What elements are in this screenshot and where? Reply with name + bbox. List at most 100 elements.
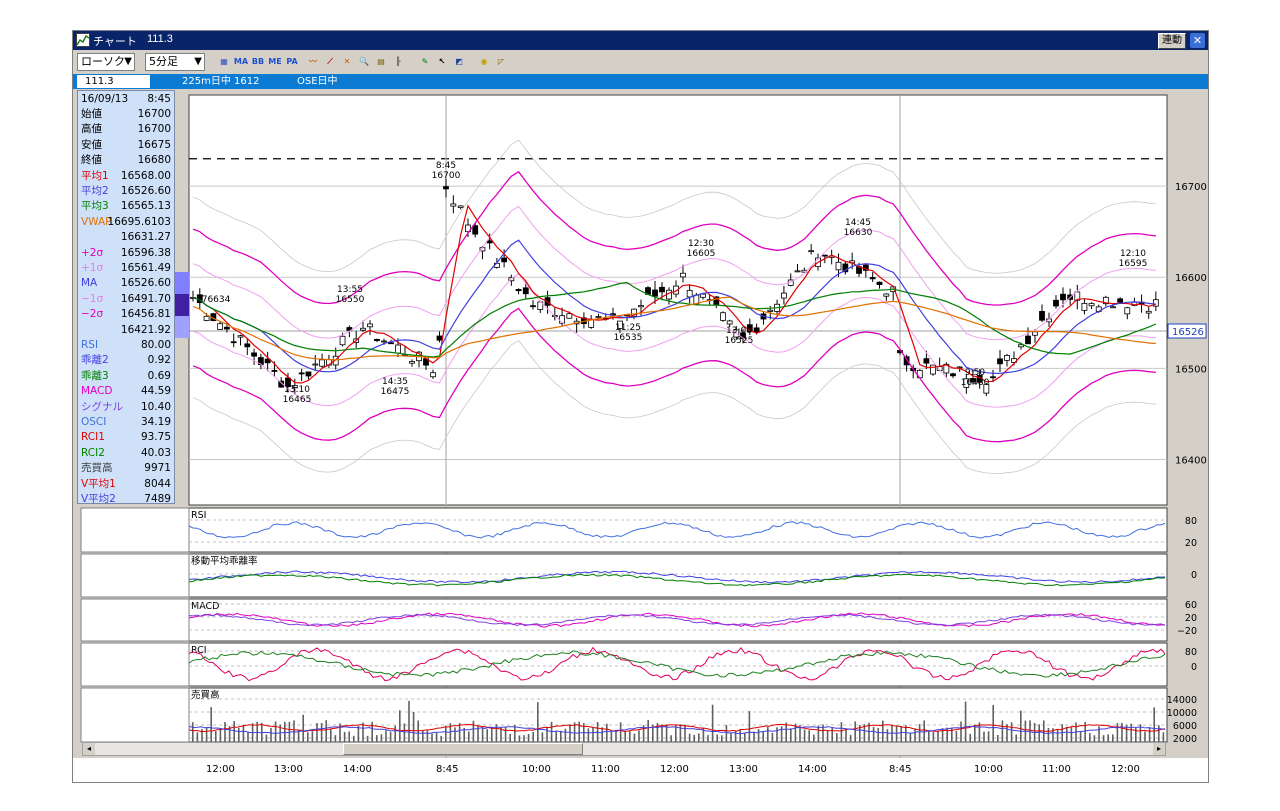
data-row-label: RCI2 (81, 446, 105, 459)
ruler-icon[interactable]: ◸ (497, 57, 505, 66)
rci2-line (188, 650, 1166, 678)
candle-body (1145, 310, 1152, 314)
candle-body (842, 263, 849, 273)
window-title: チャート (93, 36, 137, 48)
volume-bar (615, 730, 617, 742)
bars-icon[interactable]: ╟ (395, 57, 401, 66)
pa-button[interactable]: PA (286, 57, 298, 66)
volume-bar (923, 720, 925, 742)
candle-body (230, 341, 237, 344)
data-row-value: 16565.13 (120, 200, 171, 213)
bollinger-2sigma-lower (192, 307, 1156, 443)
volume-bar (302, 714, 304, 742)
x-tick-label: 13:00 (729, 764, 758, 775)
interval-value: 5分足 (149, 55, 178, 68)
grid-icon[interactable]: ▤ (377, 57, 385, 66)
bb-button[interactable]: BB (251, 57, 265, 66)
volume-bar (330, 729, 332, 742)
volume-bar (785, 722, 787, 742)
candle-body (522, 287, 529, 295)
volume-bar (532, 731, 534, 742)
volume-bar (647, 720, 649, 742)
price-chart[interactable]: 16700166001650016400165268:451670013:551… (73, 90, 1209, 758)
data-row-value: 16631.27 (120, 231, 171, 244)
horizontal-scrollbar[interactable]: ◂ ▸ (82, 742, 1166, 756)
volume-bar (573, 722, 576, 742)
pen-icon[interactable]: ✎ (421, 57, 429, 66)
candle-body (686, 289, 693, 298)
volume-bar (826, 730, 829, 742)
line-chart-icon[interactable]: 〰 (309, 57, 317, 66)
data-row: RSI 80.00 (80, 338, 171, 353)
bollinger-outer-lower (192, 339, 1156, 475)
candle-body (278, 380, 285, 388)
x-tick-label: 12:00 (206, 764, 235, 775)
data-row-label: MA (81, 277, 98, 290)
data-row: +1σ 16561.49 (80, 261, 171, 276)
candle-body (312, 363, 319, 366)
scroll-thumb[interactable] (343, 743, 583, 755)
volume-bar (730, 732, 732, 742)
volume-bar (394, 725, 396, 742)
x-tick-label: 13:00 (274, 764, 303, 775)
close-icon[interactable]: ✕ (1190, 33, 1205, 48)
link-button[interactable]: 連動 (1158, 33, 1186, 49)
candle-body (1025, 335, 1031, 345)
volume-bar (905, 725, 907, 742)
y-tick-label: 16400 (1175, 455, 1207, 466)
volume-bar (771, 732, 774, 742)
title-bar[interactable]: チャート 111.3 連動 ✕ (73, 31, 1208, 50)
data-window: 16/09/13 8:45 始値 16700 高値 16700 安値 16675 終値 166… (77, 90, 175, 505)
volume-bar (638, 730, 640, 742)
volume-bar (339, 723, 341, 742)
chart-type-select[interactable]: ローソク ▼ (77, 53, 135, 71)
candle-body (501, 257, 508, 263)
plot-area[interactable]: 16700 16600 16500 16400 16526 8:45 16700 13:55 1… (73, 90, 1208, 758)
interval-select[interactable]: 5分足 ▼ (145, 53, 205, 71)
pointer-icon[interactable]: ↖ (438, 57, 446, 66)
ma-button[interactable]: MA (233, 57, 249, 66)
volume-bar (458, 723, 461, 742)
volume-bar (353, 735, 355, 742)
volume-bar (918, 724, 921, 742)
candle-body (566, 313, 573, 319)
chevron-down-icon: ▼ (194, 56, 202, 67)
volume-bar (840, 722, 843, 742)
candle-body (472, 225, 479, 235)
data-row-label: +2σ (81, 246, 104, 259)
candle-body (983, 383, 990, 394)
volume-bar (955, 730, 958, 742)
candle-body (465, 224, 471, 233)
annotation-price: 16535 (614, 333, 643, 343)
subpanel-tick: 60 (1185, 600, 1197, 611)
volume-bar (215, 731, 217, 742)
trend-icon[interactable]: ⟋ (327, 57, 333, 66)
candle-body (970, 378, 976, 383)
volume-bar (357, 725, 360, 742)
volume-bar (629, 731, 631, 742)
scroll-right-icon[interactable]: ▸ (1153, 743, 1165, 755)
candle-body (595, 316, 602, 318)
candle-body (835, 261, 842, 271)
symbol-field[interactable]: 111.3 (77, 75, 150, 88)
data-row: −2σ 16456.81 (80, 307, 171, 322)
indicator-settings-icon[interactable]: ▦ (220, 57, 228, 66)
volume-bar (1020, 710, 1022, 742)
data-row-value: 10.40 (140, 400, 171, 413)
volume-bar (1121, 722, 1123, 742)
time-axis: 12:00 13:00 14:00 8:45 10:00 11:00 12:00 13:00 1… (73, 758, 1208, 782)
compare-icon[interactable]: ✕ (343, 57, 351, 66)
volume-bar (941, 728, 944, 742)
mb-button[interactable]: ME (268, 57, 282, 66)
subpanel-tick: 80 (1185, 516, 1197, 527)
volume-bar (422, 730, 424, 742)
candle-body (963, 378, 970, 388)
bollinger-2sigma-upper (192, 170, 1156, 306)
data-row-value: 0.69 (147, 369, 171, 382)
palette-icon[interactable]: ◉ (480, 57, 488, 66)
volume-bar (500, 727, 502, 742)
zoom-icon[interactable]: 🔍 (359, 57, 369, 66)
eraser-icon[interactable]: ◩ (455, 57, 463, 66)
volume-bar (886, 729, 889, 742)
scroll-left-icon[interactable]: ◂ (83, 743, 95, 755)
